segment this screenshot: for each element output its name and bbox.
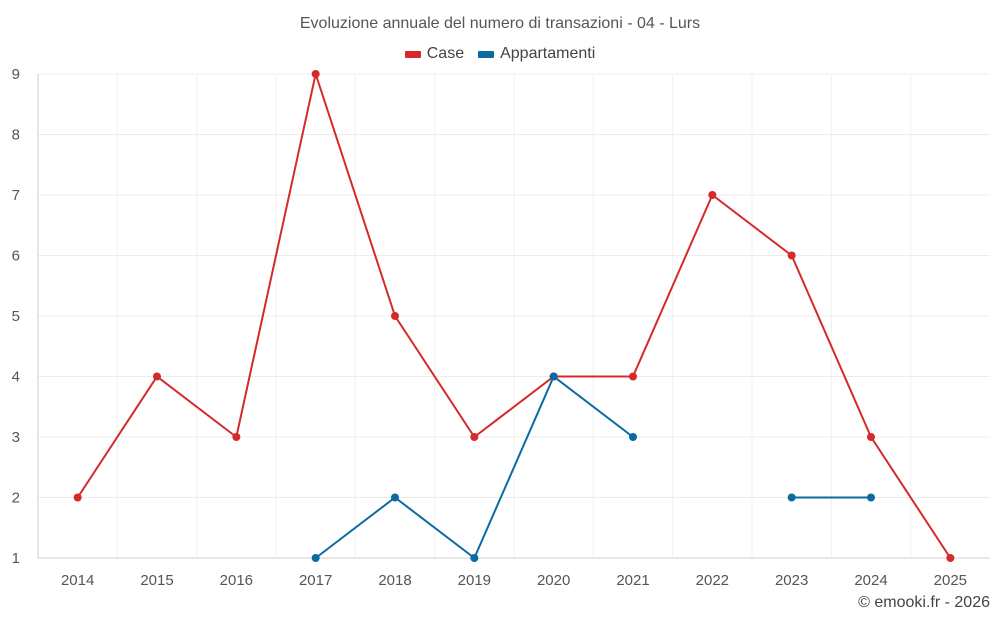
- data-point-appartamenti: [629, 433, 637, 441]
- legend-item-case[interactable]: Case: [404, 45, 465, 63]
- legend-swatch-appartamenti: [478, 50, 495, 58]
- y-tick-label: 2: [12, 490, 20, 507]
- data-point-case: [708, 191, 717, 199]
- legend-item-appartamenti[interactable]: Appartamenti: [478, 45, 595, 63]
- y-tick-label: 8: [12, 127, 20, 144]
- data-point-case: [73, 493, 82, 502]
- y-tick-label: 9: [12, 66, 20, 83]
- series-line-case: [76, 73, 952, 559]
- x-tick-label: 2025: [934, 572, 967, 589]
- data-point-appartamenti: [311, 554, 320, 562]
- chart-legend: Case Appartamenti: [0, 45, 1000, 63]
- y-tick-label: 3: [12, 429, 20, 446]
- data-point-appartamenti: [470, 554, 479, 562]
- data-point-case: [787, 251, 796, 260]
- data-point-case: [311, 70, 320, 78]
- x-tick-label: 2015: [140, 572, 173, 589]
- y-tick-label: 5: [12, 308, 20, 325]
- x-tick-label: 2023: [775, 572, 808, 589]
- data-point-case: [867, 433, 875, 441]
- data-point-appartamenti: [391, 493, 399, 502]
- legend-label-case: Case: [426, 45, 465, 62]
- x-tick-label: 2018: [378, 572, 411, 589]
- data-point-appartamenti: [787, 493, 796, 502]
- x-tick-label: 2024: [854, 572, 887, 589]
- footer-credit: © emooki.fr - 2026: [858, 594, 990, 611]
- data-point-case: [232, 433, 241, 441]
- x-tick-label: 2017: [299, 572, 332, 589]
- x-tick-label: 2019: [458, 572, 491, 589]
- x-tick-label: 2016: [220, 572, 253, 589]
- legend-swatch-case: [404, 50, 421, 58]
- x-tick-label: 2021: [616, 572, 649, 589]
- x-tick-label: 2020: [537, 572, 570, 589]
- data-point-case: [470, 433, 479, 441]
- data-point-case: [946, 554, 955, 562]
- x-tick-label: 2014: [61, 572, 94, 589]
- data-point-case: [391, 312, 399, 320]
- y-tick-label: 6: [12, 248, 20, 265]
- data-point-case: [629, 372, 637, 381]
- legend-label-appartamenti: Appartamenti: [500, 45, 596, 62]
- data-point-case: [153, 372, 161, 381]
- y-tick-label: 1: [12, 550, 20, 567]
- x-tick-label: 2022: [696, 572, 729, 589]
- y-tick-label: 4: [12, 369, 20, 386]
- data-point-appartamenti: [867, 493, 875, 502]
- data-point-appartamenti: [549, 372, 558, 381]
- series-line-appartamenti: [315, 375, 634, 559]
- chart-title: Evoluzione annuale del numero di transaz…: [299, 15, 701, 32]
- y-tick-label: 7: [12, 187, 20, 204]
